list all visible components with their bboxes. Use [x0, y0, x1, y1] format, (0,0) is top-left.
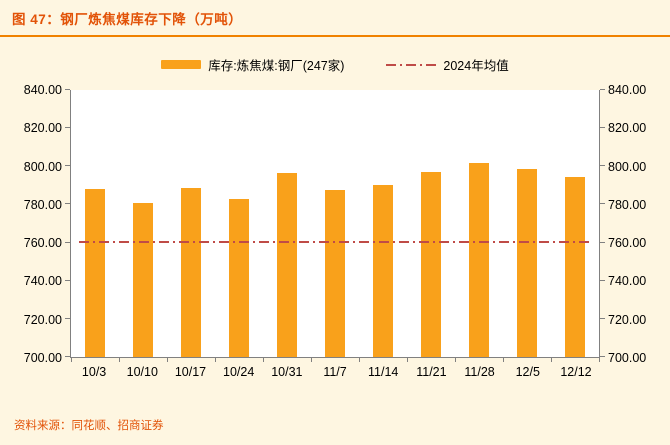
y-axis-tick [65, 356, 70, 357]
y-tick-label: 740.00 [608, 274, 647, 289]
bar-series-swatch [161, 60, 202, 69]
y-axis-tick [65, 203, 70, 205]
x-axis-tick [263, 358, 264, 362]
bar-11/21 [421, 172, 441, 357]
bar-series-label: 库存:炼焦煤:钢厂(247家) [208, 59, 345, 73]
x-axis-tick [311, 358, 312, 362]
y-tick-label: 780.00 [23, 197, 62, 212]
y-tick-label: 820.00 [608, 121, 647, 136]
x-tick-label: 11/14 [368, 365, 399, 379]
x-axis-tick [599, 358, 600, 362]
x-axis-tick [119, 358, 120, 362]
y-axis-right: 700.00 720.00 740.00 760.00 780.00 800.00 820.… [600, 83, 664, 365]
x-axis-tick [71, 358, 72, 362]
bar-11/14 [373, 185, 393, 357]
x-tick-label: 10/10 [126, 365, 158, 379]
x-tick-label: 10/24 [223, 365, 255, 379]
y-tick-label: 840.00 [608, 83, 647, 97]
y-tick-label: 780.00 [608, 197, 647, 212]
y-axis-tick [65, 241, 70, 243]
bar-10/17 [181, 188, 201, 357]
x-tick-label: 11/28 [464, 365, 495, 379]
y-axis-tick [65, 279, 70, 281]
bar-11/7 [325, 190, 345, 357]
y-axis-tick [600, 89, 605, 90]
x-tick-label: 12/12 [560, 365, 592, 379]
y-axis-tick [65, 89, 70, 90]
x-tick-label: 10/17 [174, 365, 207, 379]
x-tick-label: 11/7 [323, 365, 347, 379]
figure-title: 图 47：钢厂炼焦煤库存下降（万吨） [12, 12, 243, 27]
y-axis-tick [600, 203, 605, 205]
y-axis-tick [600, 356, 605, 357]
bar-10/24 [229, 198, 249, 357]
x-axis-tick [503, 358, 504, 362]
y-tick-label: 700.00 [23, 351, 62, 365]
x-axis-tick [551, 358, 552, 362]
figure-header: 图 47：钢厂炼焦煤库存下降（万吨） [0, 0, 670, 37]
bar-11/28 [469, 163, 489, 357]
mean-line-label: 2024年均值 [443, 59, 509, 73]
bar-10/31 [277, 172, 297, 357]
y-tick-label: 840.00 [23, 83, 62, 97]
mean-line-swatch [386, 63, 437, 66]
mean-dashed-line [79, 240, 591, 243]
y-tick-label: 800.00 [23, 159, 62, 174]
y-tick-label: 820.00 [23, 121, 62, 136]
plot-area [65, 89, 605, 362]
x-axis-tick [167, 358, 168, 362]
y-axis-left: 700.00 720.00 740.00 760.00 780.00 800.00 820.… [6, 83, 70, 365]
x-axis-tick [215, 358, 216, 362]
y-axis-tick [65, 165, 70, 167]
bar-12/12 [565, 176, 585, 357]
bar-group [71, 90, 599, 357]
legend-item-inventory: 库存:炼焦煤:钢厂(247家) [161, 55, 344, 74]
x-axis-tick [455, 358, 456, 362]
y-tick-label: 720.00 [608, 312, 647, 327]
y-axis-tick [600, 317, 605, 319]
y-tick-label: 760.00 [23, 236, 62, 251]
x-tick-label: 10/3 [81, 365, 107, 379]
x-axis-labels: 10/3 10/10 10/17 10/24 10/31 11/7 11/14 11/21 11… [70, 365, 600, 379]
x-axis-tick [359, 358, 360, 362]
chart-legend: 库存:炼焦煤:钢厂(247家) 2024年均值 [0, 55, 670, 74]
y-tick-label: 700.00 [608, 351, 647, 365]
bar-chart: 700.00 720.00 740.00 760.00 780.00 800.00 820.… [0, 83, 670, 379]
y-axis-tick [600, 165, 605, 167]
y-tick-label: 740.00 [23, 274, 62, 289]
bar-12/5 [517, 169, 537, 357]
legend-item-mean: 2024年均值 [386, 55, 509, 74]
y-axis-tick [600, 279, 605, 281]
y-axis-tick [600, 241, 605, 243]
x-tick-label: 11/21 [416, 365, 447, 379]
bar-10/3 [85, 189, 105, 357]
source-note: 资料来源：同花顺、招商证券 [14, 420, 164, 432]
bar-10/10 [133, 202, 153, 357]
y-axis-tick [65, 127, 70, 129]
y-tick-label: 720.00 [23, 312, 62, 327]
x-axis-tick [407, 358, 408, 362]
y-axis-tick [65, 317, 70, 319]
x-tick-label: 12/5 [515, 365, 540, 379]
x-tick-label: 10/31 [271, 365, 303, 379]
y-tick-label: 800.00 [608, 159, 647, 174]
y-tick-label: 760.00 [608, 236, 647, 251]
y-axis-tick [600, 127, 605, 129]
